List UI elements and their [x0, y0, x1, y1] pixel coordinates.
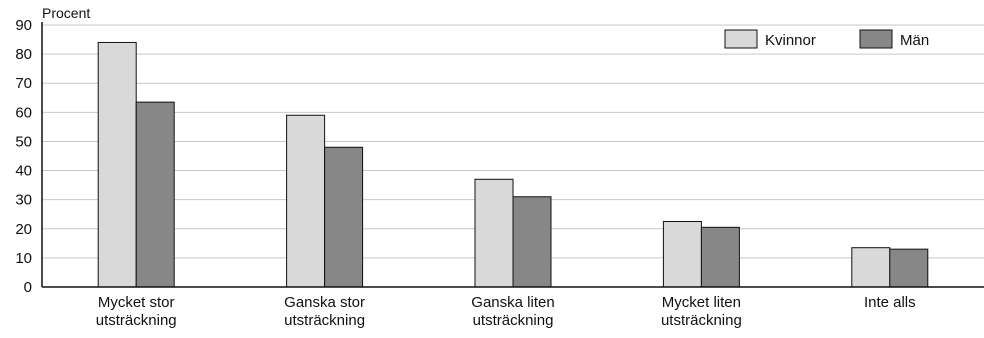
bar-man — [700, 226, 740, 288]
bar-kvinnor — [286, 114, 326, 288]
bar-man — [512, 196, 552, 288]
x-tick-label: Mycket stor — [98, 294, 175, 311]
y-axis-label: Procent — [42, 5, 90, 21]
x-tick-label: utsträckning — [96, 312, 177, 329]
y-tick-label: 50 — [15, 133, 32, 150]
y-tick-labels: 0 10 20 30 40 50 60 70 80 90 — [15, 17, 32, 296]
y-tick-label: 20 — [15, 221, 32, 238]
y-tick-label: 90 — [15, 17, 32, 34]
x-tick-label: Ganska liten — [471, 294, 554, 311]
y-tick-label: 10 — [15, 250, 32, 267]
legend: Kvinnor Män — [724, 29, 929, 49]
bar-kvinnor — [474, 178, 514, 288]
legend-swatch-kvinnor — [724, 29, 758, 49]
bar-man — [324, 146, 364, 288]
legend-swatch-man — [859, 29, 893, 49]
y-tick-label: 40 — [15, 163, 32, 180]
bar-kvinnor — [851, 247, 891, 288]
x-tick-label: utsträckning — [284, 312, 365, 329]
bar-kvinnor — [662, 221, 702, 288]
y-tick-label: 70 — [15, 75, 32, 92]
x-tick-label: utsträckning — [473, 312, 554, 329]
y-tick-label: 30 — [15, 192, 32, 209]
y-tick-label: 0 — [24, 279, 32, 296]
x-tick-label: Inte alls — [864, 294, 916, 311]
bar-man — [135, 101, 175, 288]
legend-label-man: Män — [900, 32, 929, 49]
bar-man — [889, 248, 929, 288]
bars — [97, 41, 929, 288]
y-tick-label: 60 — [15, 104, 32, 121]
legend-label-kvinnor: Kvinnor — [765, 32, 816, 49]
x-tick-label: utsträckning — [661, 312, 742, 329]
bar-kvinnor — [97, 41, 137, 288]
gridlines — [42, 24, 984, 259]
x-tick-label: Ganska stor — [284, 294, 365, 311]
y-tick-label: 80 — [15, 46, 32, 63]
x-tick-label: Mycket liten — [662, 294, 741, 311]
